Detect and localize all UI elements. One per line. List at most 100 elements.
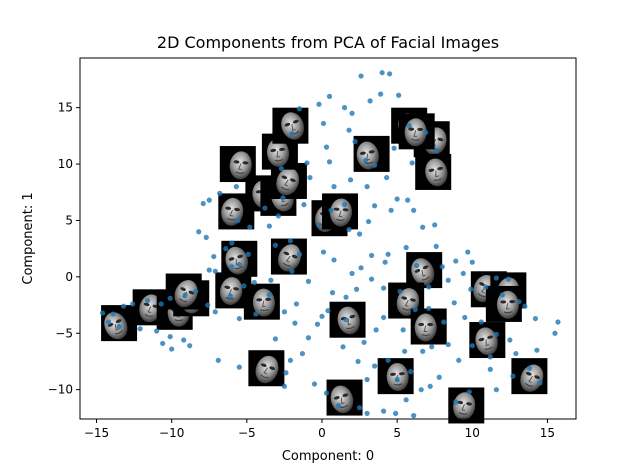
scatter-point: [331, 184, 337, 190]
scatter-point: [385, 251, 391, 257]
scatter-point: [340, 344, 346, 350]
scatter-point: [323, 390, 330, 396]
scatter-point: [187, 343, 193, 349]
scatter-point: [278, 165, 285, 172]
x-tick-label: −10: [159, 426, 184, 440]
scatter-point: [110, 311, 116, 317]
scatter-point: [483, 284, 489, 290]
scatter-point: [353, 286, 360, 292]
scatter-point: [329, 290, 336, 296]
face-thumbnail: [272, 107, 309, 144]
scatter-point: [247, 224, 253, 230]
scatter-point: [394, 376, 400, 383]
scatter-point: [453, 399, 459, 405]
scatter-point: [137, 326, 143, 332]
scatter-point: [433, 147, 439, 154]
chart-title: 2D Components from PCA of Facial Images: [157, 33, 499, 52]
scatter-point: [418, 387, 424, 393]
y-tick-label: 0: [65, 270, 73, 284]
scatter-point: [361, 339, 367, 345]
scatter-point: [217, 190, 223, 196]
scatter-point: [349, 110, 355, 116]
scatter-point: [272, 242, 278, 248]
scatter-point: [403, 244, 409, 251]
scatter-point: [105, 319, 112, 325]
scatter-point: [445, 277, 451, 283]
scatter-point: [466, 389, 472, 395]
scatter-point: [411, 207, 417, 213]
scatter-point: [320, 249, 327, 255]
y-axis-label: Component: 1: [21, 192, 36, 284]
scatter-point: [468, 286, 474, 292]
scatter-point: [326, 159, 333, 165]
scatter-point: [206, 267, 212, 273]
face-thumbnail: [485, 285, 522, 322]
scatter-point: [316, 222, 322, 228]
scatter-point: [387, 71, 393, 77]
scatter-point: [272, 336, 278, 342]
scatter-point: [316, 101, 322, 107]
scatter-point: [513, 350, 519, 357]
scatter-point: [403, 397, 409, 403]
scatter-point: [379, 70, 385, 76]
x-tick-label: 10: [465, 426, 480, 440]
face-thumbnail: [243, 283, 280, 320]
scatter-point: [526, 365, 533, 371]
scatter-point: [478, 319, 484, 325]
scatter-point: [182, 292, 188, 298]
scatter-point: [355, 358, 361, 365]
scatter-point: [245, 251, 251, 257]
scatter-point: [381, 408, 387, 414]
scatter-point: [364, 410, 370, 416]
scatter-point: [301, 202, 307, 208]
scatter-point: [292, 320, 298, 326]
scatter-point: [262, 205, 268, 211]
scatter-point: [381, 314, 387, 321]
scatter-point: [341, 202, 348, 208]
scatter-point: [426, 305, 432, 312]
y-tick-label: 5: [65, 213, 73, 227]
face-thumbnail: [406, 252, 443, 289]
scatter-point: [493, 275, 499, 281]
face-thumbnail: [415, 153, 452, 190]
scatter-point: [356, 231, 363, 237]
scatter-point: [266, 223, 272, 229]
face-thumbnail: [248, 350, 285, 387]
scatter-point: [331, 257, 337, 263]
scatter-point: [268, 277, 274, 283]
scatter-point: [253, 311, 259, 317]
scatter-point: [205, 302, 211, 308]
scatter-point: [229, 240, 235, 246]
scatter-point: [229, 264, 235, 270]
x-tick-label: −15: [84, 426, 109, 440]
scatter-point: [236, 315, 242, 322]
scatter-point: [320, 120, 327, 127]
scatter-point: [365, 218, 372, 225]
scatter-point: [241, 283, 247, 289]
scatter-point: [281, 383, 288, 389]
scatter-point: [397, 288, 403, 295]
scatter-point: [405, 197, 411, 203]
scatter-point: [323, 144, 330, 150]
scatter-point: [346, 226, 352, 233]
scatter-point: [233, 184, 239, 190]
scatter-point: [493, 331, 499, 337]
scatter-point: [510, 373, 516, 379]
scatter-point: [236, 364, 242, 370]
face-thumbnail: [377, 358, 414, 395]
x-tick-label: 0: [318, 426, 326, 440]
scatter-point: [356, 405, 363, 411]
scatter-point: [280, 195, 286, 201]
scatter-point: [296, 106, 303, 112]
scatter-point: [362, 158, 369, 164]
scatter-point: [396, 92, 402, 98]
scatter-point: [358, 265, 364, 271]
scatter-point: [181, 337, 187, 343]
scatter-point: [341, 105, 348, 111]
scatter-point: [433, 243, 439, 249]
scatter-point: [158, 301, 164, 307]
scatter-point: [552, 330, 558, 336]
scatter-point: [537, 380, 543, 386]
scatter-point: [382, 259, 388, 265]
scatter-point: [307, 174, 313, 181]
